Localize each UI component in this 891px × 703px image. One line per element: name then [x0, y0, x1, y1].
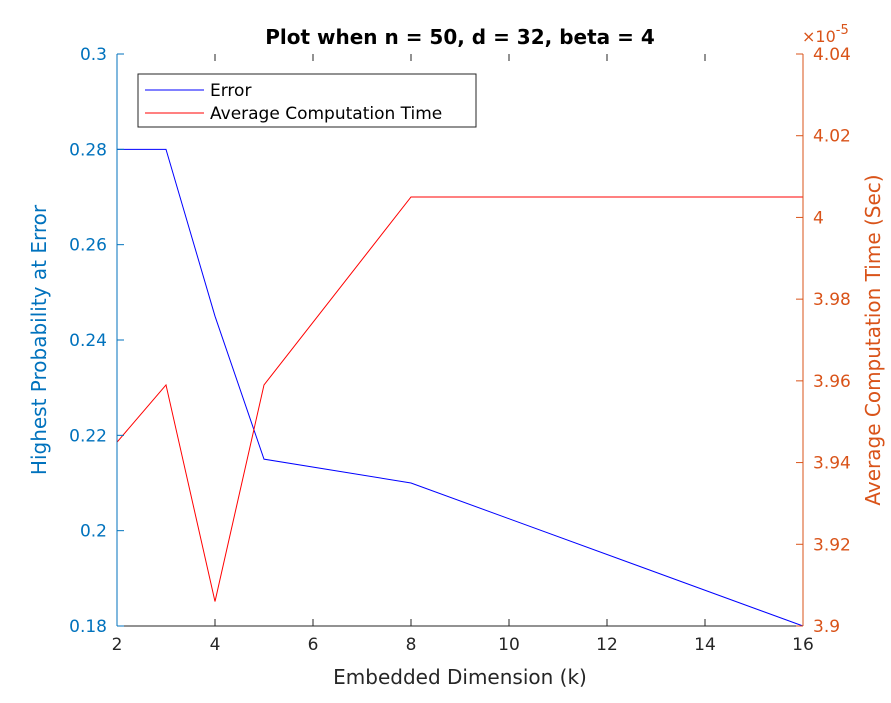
y-axis-right-exponent: ×10-5 [802, 23, 849, 46]
x-tick-label: 8 [406, 635, 417, 655]
y-right-tick-label: 3.98 [813, 290, 851, 310]
y-left-tick-label: 0.22 [69, 426, 107, 446]
exponent-base: ×10 [802, 27, 836, 46]
y-left-tick-label: 0.3 [80, 45, 107, 65]
x-axis-title: Embedded Dimension (k) [333, 665, 587, 689]
y-right-tick-label: 4.02 [813, 127, 851, 147]
x-tick-label: 4 [210, 635, 221, 655]
exponent-power: -5 [836, 23, 849, 38]
y-right-tick-label: 3.92 [813, 535, 851, 555]
x-tick-label: 14 [694, 635, 716, 655]
y-left-tick-label: 0.26 [69, 236, 107, 256]
series-line-0 [117, 148, 804, 627]
legend-label-error: Error [210, 81, 251, 101]
legend-box [137, 73, 477, 128]
x-tick-label: 16 [792, 635, 814, 655]
legend: Error Average Computation Time [137, 73, 477, 128]
chart-title: Plot when n = 50, d = 32, beta = 4 [265, 25, 655, 49]
y-left-tick-label: 0.28 [69, 140, 107, 160]
y-left-tick-label: 0.2 [80, 522, 107, 542]
y-axis-left-title: Highest Probability at Error [27, 204, 51, 475]
x-tick-label: 2 [112, 635, 123, 655]
x-tick-label: 12 [596, 635, 618, 655]
y-axis-right-title: Average Computation Time (Sec) [861, 174, 885, 505]
x-tick-label: 10 [498, 635, 520, 655]
plot-area [116, 148, 804, 627]
y-right-tick-label: 3.9 [813, 617, 840, 637]
legend-label-time: Average Computation Time [210, 104, 442, 124]
y-right-tick-label: 3.94 [813, 454, 851, 474]
y-right-tick-label: 4.04 [813, 45, 851, 65]
y-left-tick-label: 0.24 [69, 331, 107, 351]
x-tick-label: 6 [308, 635, 319, 655]
series-line-1 [116, 196, 803, 602]
y-right-tick-label: 4 [813, 208, 824, 228]
y-axis-right: 3.9 3.92 3.94 3.96 3.98 4 4.02 4.04 [796, 45, 851, 637]
y-left-tick-label: 0.18 [69, 617, 107, 637]
x-axis: 2 4 6 8 10 12 14 16 [112, 54, 814, 655]
y-right-tick-label: 3.96 [813, 372, 851, 392]
y-axis-left: 0.18 0.2 0.22 0.24 0.26 0.28 0.3 [69, 45, 124, 637]
